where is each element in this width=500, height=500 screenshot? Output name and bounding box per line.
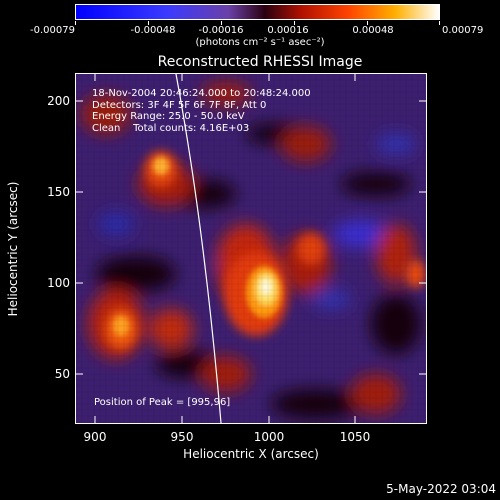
- colorbar-tick-label: 0.00048: [352, 25, 394, 36]
- colorbar-tick-label: 0.00016: [267, 25, 309, 36]
- colorbar-tick-label: -0.00048: [130, 25, 176, 36]
- x-axis-title: Heliocentric X (arcsec): [183, 447, 319, 461]
- colorbar-units: (photons cm⁻² s⁻¹ asec⁻²): [195, 37, 325, 48]
- annotation-energy: Energy Range: 25.0 - 50.0 keV: [92, 111, 245, 122]
- colorbar-tick: [221, 21, 222, 25]
- x-tick-label: 1000: [253, 430, 285, 444]
- footer-date: 5-May-2022 03:04: [386, 482, 496, 496]
- x-tick-label: 950: [170, 430, 194, 444]
- colorbar: [75, 4, 440, 20]
- y-tick-label: 100: [47, 276, 70, 290]
- colorbar-tick-label: -0.00016: [198, 25, 244, 36]
- annotation-time: 18-Nov-2004 20:46:24.000 to 20:48:24.000: [92, 88, 311, 99]
- y-tick-label: 150: [47, 185, 70, 199]
- colorbar-tick: [294, 21, 295, 25]
- colorbar-tick-label: 0.00079: [442, 25, 484, 36]
- image-map: [76, 74, 426, 423]
- annotation-detectors: Detectors: 3F 4F 5F 6F 7F 8F, Att 0: [92, 99, 267, 111]
- x-tick-label: 1050: [339, 430, 371, 444]
- colorbar-tick-label: -0.00079: [30, 25, 75, 36]
- colorbar-tick: [148, 21, 149, 25]
- y-tick-label: 50: [54, 367, 70, 381]
- image-title: Reconstructed RHESSI Image: [157, 54, 363, 70]
- y-tick-label: 200: [47, 94, 70, 108]
- colorbar-gradient: [76, 5, 439, 19]
- y-axis-title: Heliocentric Y (arcsec): [6, 181, 20, 316]
- rhessi-image: 18-Nov-2004 20:46:24.000 to 20:48:24.000…: [75, 73, 427, 424]
- y-axis-title-wrap: Heliocentric Y (arcsec): [4, 73, 22, 424]
- colorbar-tick: [75, 21, 76, 25]
- annotation-clean: Clean Total counts: 4.16E+03: [92, 122, 250, 134]
- colorbar-tick: [367, 21, 368, 25]
- annotation-peak: Position of Peak = [995,96]: [94, 397, 231, 408]
- colorbar-tick: [439, 21, 440, 25]
- solar-limb: [175, 74, 222, 423]
- x-tick-label: 900: [83, 430, 107, 444]
